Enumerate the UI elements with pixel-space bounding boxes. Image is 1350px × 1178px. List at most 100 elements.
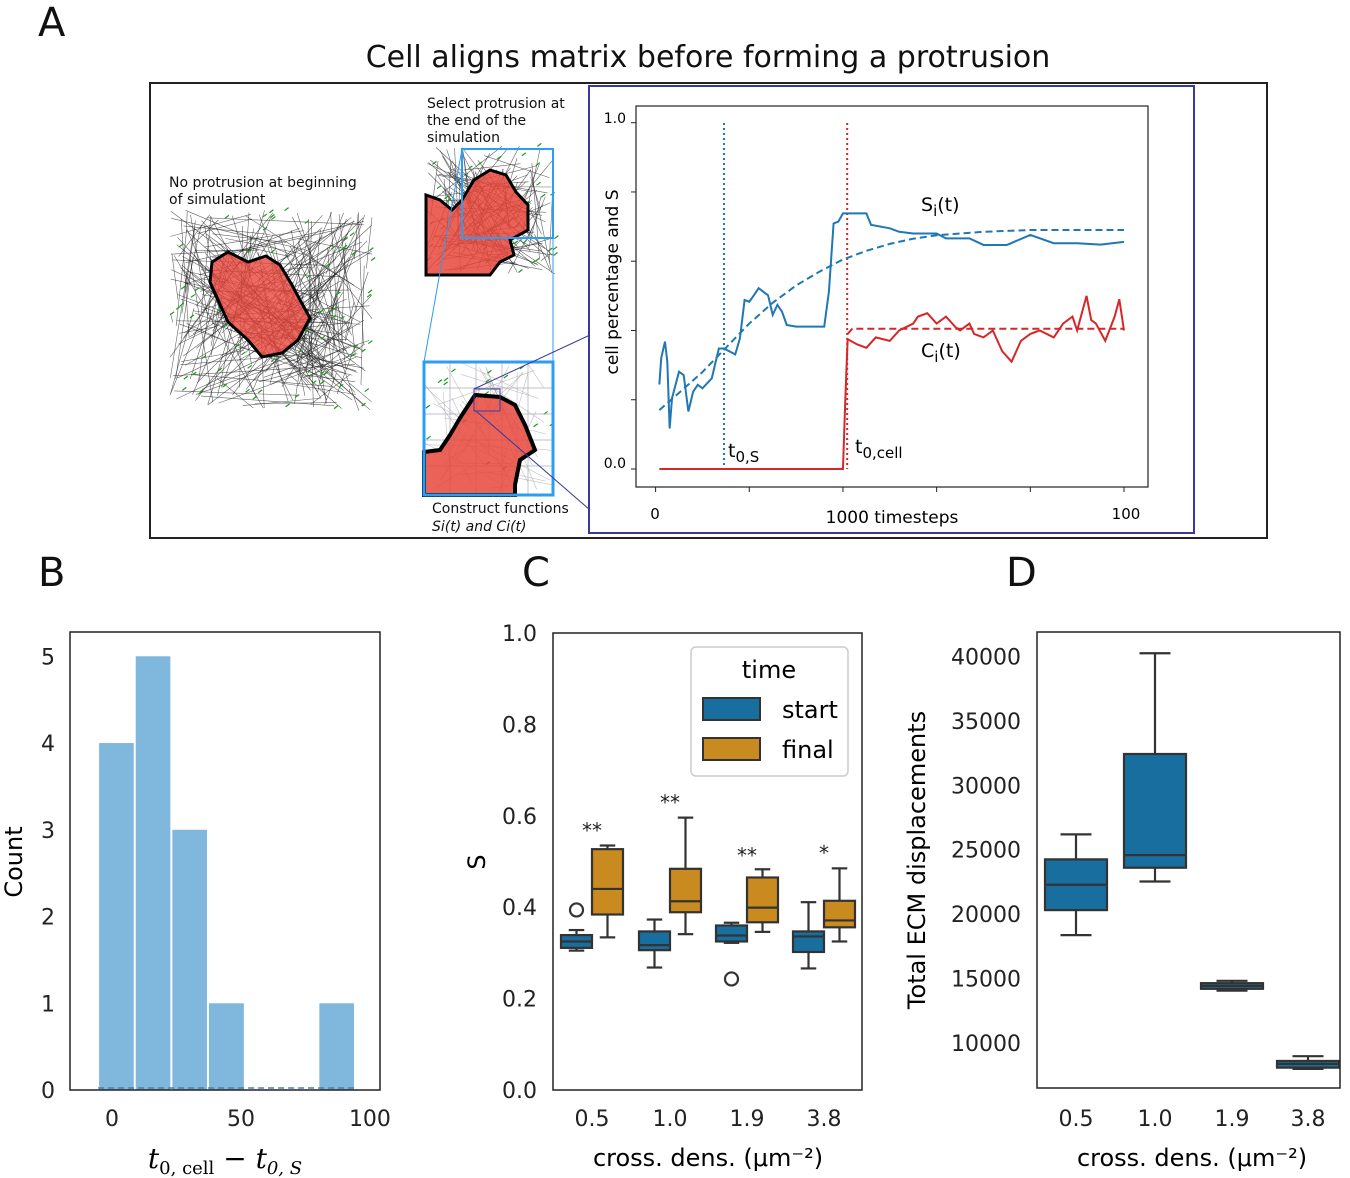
fiber — [185, 221, 364, 263]
crosslink — [269, 209, 274, 214]
crosslink — [294, 394, 300, 399]
fiber — [366, 217, 373, 269]
s-label-arg: (t) — [937, 194, 959, 216]
series-c-fit — [846, 327, 1124, 335]
y-tick-label: 0 — [41, 1079, 55, 1104]
legend-title: time — [742, 656, 796, 684]
crosslink — [364, 388, 370, 393]
y-tick-label: 2 — [41, 906, 55, 931]
crosslink — [181, 386, 187, 391]
crosslink — [443, 377, 449, 382]
fiber — [239, 228, 300, 252]
crosslink — [191, 371, 197, 376]
crosslink — [547, 247, 553, 252]
y-tick-label: 0.2 — [502, 988, 537, 1013]
box-final — [668, 816, 703, 936]
c-label-main: C — [921, 340, 934, 362]
x-tick-label: 0.5 — [575, 1107, 610, 1132]
caption-construct-line2: Si(t) and Ci(t) — [432, 519, 527, 535]
fiber — [225, 238, 306, 255]
fiber — [200, 216, 212, 313]
cell-blob-protrusion — [424, 168, 530, 277]
s-label: Si(t) — [921, 194, 960, 220]
x-tick-label: 100 — [349, 1107, 391, 1132]
fiber — [341, 242, 346, 343]
crosslink — [533, 423, 539, 428]
fiber — [170, 220, 196, 379]
fiber — [245, 215, 355, 286]
caption-select-line3: simulation — [427, 130, 500, 146]
fiber — [281, 291, 344, 387]
crosslink — [485, 378, 491, 383]
fiber — [528, 196, 546, 238]
x-tick-label: 0 — [105, 1107, 119, 1132]
fiber — [210, 301, 220, 346]
crosslink — [252, 395, 258, 400]
crosslink — [270, 216, 276, 221]
crosslink — [318, 309, 324, 314]
y-tick-label: 0.4 — [502, 896, 537, 921]
box-ecm — [1199, 979, 1265, 992]
fiber — [291, 216, 352, 336]
panel-letter-a: A — [38, 0, 66, 46]
crosslink — [330, 245, 336, 250]
fiber — [254, 402, 337, 404]
fiber — [344, 301, 355, 338]
fiber — [185, 225, 202, 292]
panel-a-title: Cell aligns matrix before forming a prot… — [366, 40, 1051, 75]
crosslink — [468, 165, 473, 170]
fiber — [180, 218, 190, 337]
y-tick-label: 3 — [41, 819, 55, 844]
fiber — [279, 235, 289, 259]
fiber — [314, 331, 327, 404]
fiber — [534, 234, 551, 270]
fiber — [192, 219, 219, 245]
y-tick-label: 35000 — [951, 710, 1021, 735]
y-tick-label: 15000 — [951, 968, 1021, 993]
crosslink — [320, 335, 326, 340]
crosslink — [349, 232, 355, 237]
fiber — [317, 212, 344, 279]
fiber — [195, 355, 308, 395]
x-tick-label: 3.8 — [807, 1107, 842, 1132]
c-label: Ci(t) — [921, 340, 961, 366]
zoom-frame — [422, 360, 555, 497]
t0-cell-label-main: t — [855, 436, 862, 458]
crosslink — [537, 142, 542, 147]
fiber — [306, 294, 372, 366]
crosslink — [326, 309, 332, 314]
crosslink — [270, 249, 276, 254]
crosslink — [224, 214, 230, 219]
fiber — [430, 159, 450, 177]
crosslink — [262, 213, 268, 218]
plot-a-axes-frame — [635, 105, 1149, 488]
y-tick-label: 0.0 — [502, 1079, 537, 1104]
fiber — [206, 217, 364, 225]
connector-line — [473, 334, 591, 390]
fiber — [519, 474, 546, 482]
outlier-point — [723, 971, 740, 987]
y-tick-label: 5 — [41, 645, 55, 670]
outlier-point — [568, 902, 585, 918]
fiber — [204, 230, 305, 248]
fiber — [297, 241, 360, 411]
crosslink — [367, 289, 373, 294]
crosslink — [370, 257, 376, 261]
series-c — [659, 295, 1125, 470]
crosslink — [540, 193, 546, 198]
crosslink — [262, 226, 268, 231]
x-label-sub2: 0, S — [267, 1158, 302, 1178]
x-tick-label: 1.9 — [1215, 1107, 1250, 1132]
crosslink — [270, 358, 276, 363]
crosslink — [178, 243, 184, 248]
y-tick-label: 4 — [41, 732, 55, 757]
crosslink — [351, 251, 357, 256]
fiber — [330, 211, 340, 353]
fiber — [296, 213, 336, 330]
y-tick-label-bottom: 0.0 — [604, 456, 626, 472]
crosslink — [518, 268, 523, 273]
histogram-bar — [172, 829, 207, 1090]
y-tick-label: 0.8 — [502, 713, 537, 738]
crosslink — [179, 302, 185, 307]
crosslink — [297, 349, 303, 354]
